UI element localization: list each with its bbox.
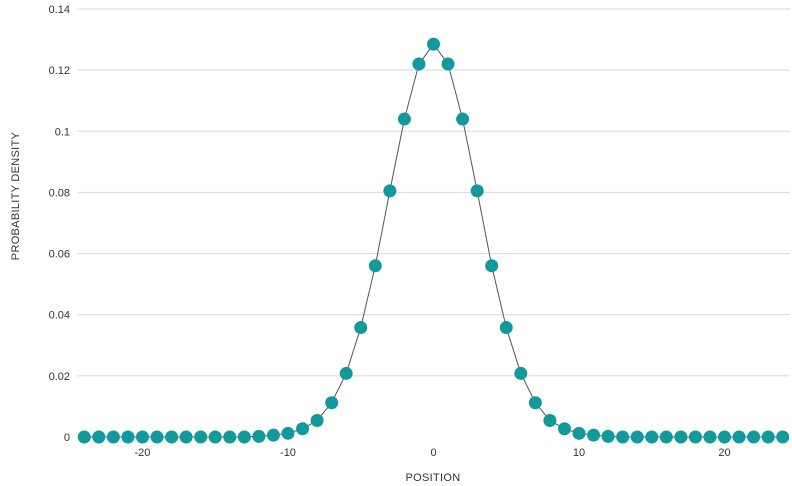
data-point <box>659 430 673 444</box>
data-point <box>194 430 208 444</box>
data-point <box>427 37 440 51</box>
x-tick-label: 10 <box>573 447 585 459</box>
y-tick-label: 0 <box>64 432 70 444</box>
data-point <box>121 430 135 444</box>
data-point <box>456 112 470 126</box>
x-tick-label: 0 <box>430 447 436 459</box>
data-point <box>470 184 484 198</box>
data-point <box>354 321 368 335</box>
data-point <box>557 422 571 436</box>
data-point <box>747 430 761 444</box>
y-tick-label: 0.02 <box>49 371 70 383</box>
data-point <box>325 396 339 410</box>
data-point <box>485 259 499 273</box>
data-point <box>630 430 644 444</box>
data-point <box>310 413 324 427</box>
data-point <box>135 430 149 444</box>
y-tick-label: 0.14 <box>49 4 70 16</box>
y-axis-ticks: 0 0.02 0.04 0.06 0.08 0.1 0.12 0.14 <box>49 4 70 444</box>
data-point <box>601 429 615 443</box>
data-point <box>616 430 630 444</box>
series-line <box>84 43 783 438</box>
data-point <box>266 428 280 442</box>
y-tick-label: 0.08 <box>49 187 70 199</box>
data-point <box>703 430 717 444</box>
data-point <box>732 430 746 444</box>
series <box>77 37 790 444</box>
data-point <box>761 430 775 444</box>
data-point <box>499 321 513 335</box>
data-point <box>106 430 120 444</box>
data-point <box>92 430 106 444</box>
data-point <box>77 430 91 444</box>
y-tick-label: 0.1 <box>55 126 70 138</box>
y-tick-label: 0.04 <box>49 310 70 322</box>
data-point <box>252 429 266 443</box>
data-point <box>223 430 237 444</box>
data-point <box>587 428 601 442</box>
data-point <box>339 366 353 380</box>
data-point <box>208 430 222 444</box>
data-point <box>688 430 702 444</box>
data-point <box>165 430 179 444</box>
data-point <box>281 426 295 440</box>
data-point <box>179 430 193 444</box>
y-axis-label: PROBABILITY DENSITY <box>10 131 22 260</box>
data-point <box>397 112 411 126</box>
data-point <box>776 430 790 444</box>
data-point <box>368 259 382 273</box>
x-axis-ticks: -20 -10 0 10 20 <box>135 447 731 459</box>
data-point <box>412 57 426 71</box>
data-point <box>572 426 586 440</box>
data-point <box>528 396 542 410</box>
y-tick-label: 0.06 <box>49 249 70 261</box>
data-point <box>150 430 164 444</box>
x-tick-label: -10 <box>280 447 296 459</box>
data-point <box>543 413 557 427</box>
data-point <box>383 184 397 198</box>
x-tick-label: 20 <box>718 447 730 459</box>
data-point <box>718 430 732 444</box>
data-point <box>441 57 455 71</box>
x-axis-label: POSITION <box>406 472 461 484</box>
x-tick-label: -20 <box>135 447 151 459</box>
data-point <box>674 430 688 444</box>
data-point <box>237 430 251 444</box>
data-point <box>645 430 659 444</box>
y-tick-label: 0.12 <box>49 65 70 77</box>
gridlines <box>77 8 790 377</box>
data-point <box>514 366 528 380</box>
data-point <box>296 422 310 436</box>
